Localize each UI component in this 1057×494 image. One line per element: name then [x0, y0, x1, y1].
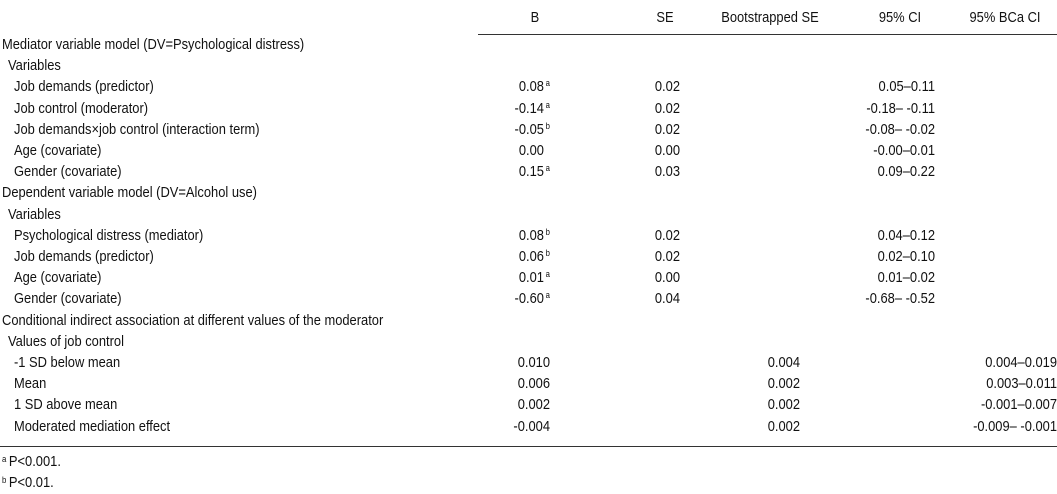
- significance-marker: a: [545, 99, 550, 110]
- column-header-b: B: [530, 9, 540, 26]
- row-label: Gender (covariate): [14, 290, 122, 308]
- cell-b-value: -0.05: [514, 120, 544, 138]
- cell-b-value: 0.00: [518, 142, 544, 159]
- cell-b: 0.06 b: [481, 247, 550, 268]
- cell-95-ci: 0.05–0.11: [878, 78, 935, 96]
- cell-b: 0.08 a: [481, 77, 550, 98]
- cell-b-value: -0.14: [514, 99, 544, 117]
- cell-b-value: 0.002: [517, 396, 550, 414]
- cell-b: 0.002: [481, 395, 550, 415]
- cell-b-value: 0.006: [517, 375, 550, 393]
- row-label: -1 SD below mean: [14, 354, 121, 371]
- footnote-text: P<0.001.: [8, 453, 61, 470]
- cell-b-value: 0.08: [518, 78, 544, 96]
- significance-marker: a: [545, 163, 550, 174]
- footnote-text: P<0.01.: [8, 474, 54, 491]
- cell-95-ci: -0.68– -0.52: [865, 290, 935, 308]
- significance-marker: a: [545, 290, 550, 301]
- cell-95-ci: 0.04–0.12: [877, 226, 935, 244]
- significance-marker: a: [545, 78, 550, 89]
- significance-marker: a: [545, 269, 550, 280]
- cell-bootstrapped-se: 0.004: [767, 354, 800, 371]
- cell-b: 0.15 a: [481, 162, 550, 183]
- column-header-se: SE: [656, 9, 674, 26]
- row-label: 1 SD above mean: [14, 396, 118, 414]
- cell-se: 0.02: [654, 248, 680, 265]
- section-heading: Conditional indirect association at diff…: [2, 311, 384, 329]
- row-label: Gender (covariate): [14, 163, 122, 181]
- cell-95-ci: 0.09–0.22: [877, 163, 935, 181]
- row-label: Mean: [14, 375, 47, 393]
- cell-se: 0.02: [654, 78, 680, 96]
- cell-b: -0.14 a: [481, 99, 550, 120]
- cell-b: -0.004: [481, 417, 550, 437]
- section-heading: Dependent variable model (DV=Alcohol use…: [2, 184, 257, 202]
- subsection-heading: Variables: [8, 205, 61, 223]
- cell-95-ci: -0.00–0.01: [873, 142, 935, 159]
- cell-95-ci: 0.02–0.10: [877, 248, 935, 265]
- cell-se: 0.00: [654, 269, 680, 287]
- row-label: Job demands (predictor): [14, 248, 154, 265]
- header-top-rule: [478, 34, 1057, 35]
- cell-95-bca-ci: -0.009– -0.001: [973, 417, 1057, 435]
- significance-marker: b: [545, 226, 550, 237]
- cell-b: 0.010: [481, 353, 550, 373]
- cell-b-value: -0.60: [514, 290, 544, 308]
- cell-se: 0.00: [654, 142, 680, 159]
- row-label: Job demands (predictor): [14, 78, 154, 96]
- significance-marker: b: [545, 248, 550, 258]
- cell-bootstrapped-se: 0.002: [767, 396, 800, 414]
- cell-se: 0.02: [654, 226, 680, 244]
- cell-b: 0.08 b: [481, 226, 550, 247]
- cell-95-ci: -0.18– -0.11: [866, 99, 935, 117]
- row-label: Job demands×job control (interaction ter…: [14, 120, 260, 138]
- cell-95-bca-ci: 0.004–0.019: [985, 354, 1057, 371]
- cell-b: -0.60 a: [481, 289, 550, 310]
- footnote: b P<0.01.: [2, 473, 54, 494]
- column-header-95-bca-ci: 95% BCa CI: [969, 9, 1041, 26]
- cell-se: 0.02: [654, 120, 680, 138]
- cell-b: 0.01 a: [481, 268, 550, 289]
- cell-se: 0.02: [654, 99, 680, 117]
- cell-b-value: 0.15: [518, 163, 544, 181]
- cell-bootstrapped-se: 0.002: [767, 375, 800, 393]
- cell-b-value: 0.06: [518, 248, 544, 265]
- cell-b: 0.006: [481, 374, 550, 394]
- row-label: Moderated mediation effect: [14, 417, 171, 435]
- footnote-marker: a: [2, 454, 7, 464]
- cell-se: 0.04: [654, 290, 680, 308]
- subsection-heading: Variables: [8, 57, 61, 75]
- column-header-bootstrapped-se: Bootstrapped SE: [721, 9, 819, 26]
- row-label: Job control (moderator): [14, 99, 149, 117]
- row-label: Age (covariate): [14, 269, 102, 287]
- cell-95-ci: 0.01–0.02: [877, 269, 935, 287]
- cell-b: 0.00a: [481, 141, 550, 162]
- cell-se: 0.03: [654, 163, 680, 181]
- row-label: Psychological distress (mediator): [14, 226, 204, 244]
- section-heading: Mediator variable model (DV=Psychologica…: [2, 36, 305, 53]
- cell-b-value: -0.004: [513, 417, 550, 435]
- footnote: a P<0.001.: [2, 452, 61, 473]
- cell-b-value: 0.010: [517, 354, 550, 371]
- significance-marker: b: [545, 120, 550, 131]
- column-header-95-ci: 95% CI: [878, 9, 922, 26]
- cell-b-value: 0.01: [518, 269, 544, 287]
- footnote-marker: b: [2, 475, 7, 485]
- row-label: Age (covariate): [14, 142, 102, 159]
- cell-95-ci: -0.08– -0.02: [865, 120, 935, 138]
- cell-bootstrapped-se: 0.002: [767, 417, 800, 435]
- table-bottom-rule: [0, 446, 1057, 447]
- subsection-heading: Values of job control: [8, 332, 124, 350]
- cell-95-bca-ci: 0.003–0.011: [986, 375, 1057, 393]
- cell-b: -0.05 b: [481, 120, 550, 141]
- cell-b-value: 0.08: [518, 226, 544, 244]
- cell-95-bca-ci: -0.001–0.007: [980, 396, 1057, 414]
